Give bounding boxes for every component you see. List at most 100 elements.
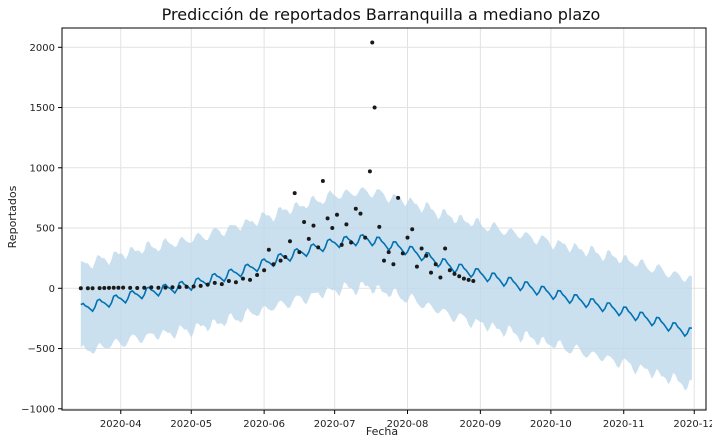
observed-point xyxy=(349,240,354,245)
observed-point xyxy=(205,282,210,287)
observed-point xyxy=(191,284,196,289)
x-axis-label: Fecha xyxy=(366,425,398,438)
observed-point xyxy=(306,236,311,241)
observed-point xyxy=(219,282,224,287)
observed-point xyxy=(184,284,189,289)
observed-point xyxy=(363,235,368,240)
plot-frame xyxy=(61,27,707,411)
y-axis: −1000 −500 0 500 1000 1500 2000 xyxy=(21,43,62,415)
observed-point xyxy=(283,254,288,259)
observed-point xyxy=(255,273,260,278)
observed-point xyxy=(292,191,297,196)
observed-point xyxy=(90,286,95,291)
x-tick-label: 2020-09 xyxy=(459,419,501,430)
observed-point xyxy=(400,251,405,256)
observed-point xyxy=(149,285,154,290)
observed-point xyxy=(344,222,349,227)
observed-point xyxy=(198,283,203,288)
observed-point xyxy=(177,285,182,290)
observed-point xyxy=(271,262,276,267)
observed-point xyxy=(410,227,415,232)
observed-point xyxy=(358,211,363,216)
x-tick-label: 2020-07 xyxy=(314,419,356,430)
observed-point xyxy=(457,274,462,279)
y-tick-label: 0 xyxy=(49,284,55,295)
observed-point xyxy=(278,258,283,263)
y-axis-label: Reportados xyxy=(6,185,19,248)
observed-point xyxy=(433,262,438,267)
x-tick-label: 2020-11 xyxy=(603,419,645,430)
x-tick-label: 2020-05 xyxy=(170,419,212,430)
observed-point xyxy=(382,258,386,263)
observed-point xyxy=(128,285,133,290)
uncertainty-area xyxy=(80,187,692,391)
observed-point xyxy=(111,285,116,290)
observed-point xyxy=(419,246,424,251)
y-tick-label: 1000 xyxy=(30,163,55,174)
observed-point xyxy=(107,285,112,290)
observed-point xyxy=(367,169,372,174)
x-tick-label: 2020-12 xyxy=(673,419,712,430)
x-tick-label: 2020-04 xyxy=(100,419,142,430)
observed-point xyxy=(471,279,476,284)
forecast-layer xyxy=(80,233,692,338)
observed-point xyxy=(339,242,344,247)
y-tick-label: −1000 xyxy=(21,404,55,415)
observed-point xyxy=(438,275,443,280)
observed-point xyxy=(170,285,175,290)
observed-point xyxy=(372,105,377,110)
observed-point xyxy=(447,268,452,273)
observed-point xyxy=(121,285,126,290)
observed-point xyxy=(330,226,335,231)
observed-point xyxy=(156,285,161,290)
observed-point xyxy=(386,250,391,255)
chart-title: Predicción de reportados Barranquilla a … xyxy=(162,5,601,24)
observed-point xyxy=(353,206,358,211)
observed-point xyxy=(233,280,238,285)
x-axis: 2020-04 2020-05 2020-06 2020-07 2020-08 2020-… xyxy=(100,410,712,430)
observed-point xyxy=(466,277,471,282)
observed-point xyxy=(297,250,302,255)
observed-point xyxy=(424,253,429,258)
forecast-line xyxy=(80,233,692,338)
observed-points xyxy=(78,40,476,291)
observed-point xyxy=(135,286,140,291)
y-tick-label: 1500 xyxy=(30,103,55,114)
y-tick-label: 500 xyxy=(36,224,55,235)
observed-point xyxy=(212,280,217,285)
observed-point xyxy=(226,279,231,284)
observed-point xyxy=(240,276,245,281)
y-tick-label: −500 xyxy=(28,344,55,355)
uncertainty-band xyxy=(80,187,692,391)
x-tick-label: 2020-06 xyxy=(243,419,285,430)
observed-point xyxy=(429,270,434,275)
observed-point xyxy=(414,264,419,269)
observed-point xyxy=(97,286,102,291)
observed-point xyxy=(302,220,307,225)
observed-point xyxy=(452,271,457,276)
observed-point xyxy=(334,212,339,217)
observed-point xyxy=(443,246,448,251)
observed-point xyxy=(461,276,466,281)
observed-point xyxy=(311,223,316,228)
observed-point xyxy=(370,40,375,45)
observed-point xyxy=(248,277,253,282)
y-tick-label: 2000 xyxy=(30,43,55,54)
observed-point xyxy=(142,285,147,290)
observed-point xyxy=(262,268,267,273)
observed-point xyxy=(78,286,83,291)
observed-point xyxy=(377,224,382,229)
observed-point xyxy=(405,235,410,240)
observed-point xyxy=(102,286,107,291)
observed-point xyxy=(85,286,90,291)
observed-point xyxy=(116,285,121,290)
observed-point xyxy=(391,262,396,267)
observed-point xyxy=(320,179,325,184)
observed-point xyxy=(163,285,168,290)
observed-point xyxy=(287,239,292,244)
x-tick-label: 2020-08 xyxy=(387,419,429,430)
observed-point xyxy=(266,247,271,252)
x-tick-label: 2020-10 xyxy=(530,419,572,430)
observed-point xyxy=(396,195,401,200)
